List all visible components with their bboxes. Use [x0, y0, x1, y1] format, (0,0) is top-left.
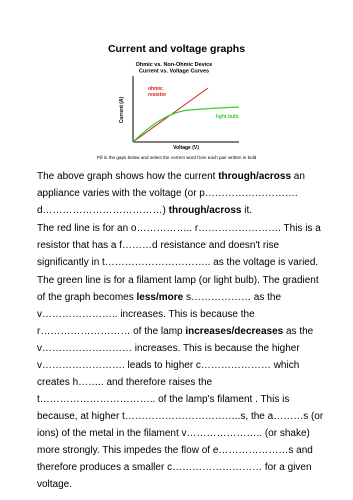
graph-title: Ohmic vs. Non-Ohmic Device: [136, 62, 213, 68]
text-run: s……………… as the v………………….. increases. Thi…: [37, 292, 282, 337]
title: Current and voltage graphs: [107, 43, 246, 55]
red-label: resistor: [148, 92, 166, 98]
text-run: The green line is for a filament lamp (o…: [37, 275, 319, 303]
bold-choice: through/across: [168, 205, 242, 216]
bold-choice: through/across: [218, 171, 292, 182]
y-label: Current (A): [119, 96, 125, 123]
red-label: ohmic: [148, 86, 163, 92]
bold-choice: less/more: [136, 292, 184, 303]
green-label: light bulb: [216, 114, 239, 120]
graph-title: Current vs. Voltage Curves: [139, 69, 209, 75]
text-run: The above graph shows how the current: [37, 171, 219, 182]
graph: Ohmic vs. Non-Ohmic Device Current vs. V…: [119, 62, 240, 151]
instruction: Fill in the gaps below and select the co…: [96, 155, 257, 160]
text-run: as the v……………………… increases. This is bec…: [37, 326, 324, 490]
text-run: an appliance varies with the voltage (or…: [37, 171, 305, 216]
paragraph: The above graph shows how the current th…: [37, 168, 327, 219]
text-run: The red line is for an o…………….. r……………………: [37, 223, 321, 268]
text-run: it.: [241, 205, 253, 216]
paragraph: The red line is for an o…………….. r……………………: [37, 220, 327, 271]
paragraph: The green line is for a filament lamp (o…: [37, 272, 327, 493]
bulb-curve: [132, 106, 240, 143]
x-label: Voltage (V): [173, 145, 199, 151]
bold-choice: increases/decreases: [185, 326, 284, 337]
